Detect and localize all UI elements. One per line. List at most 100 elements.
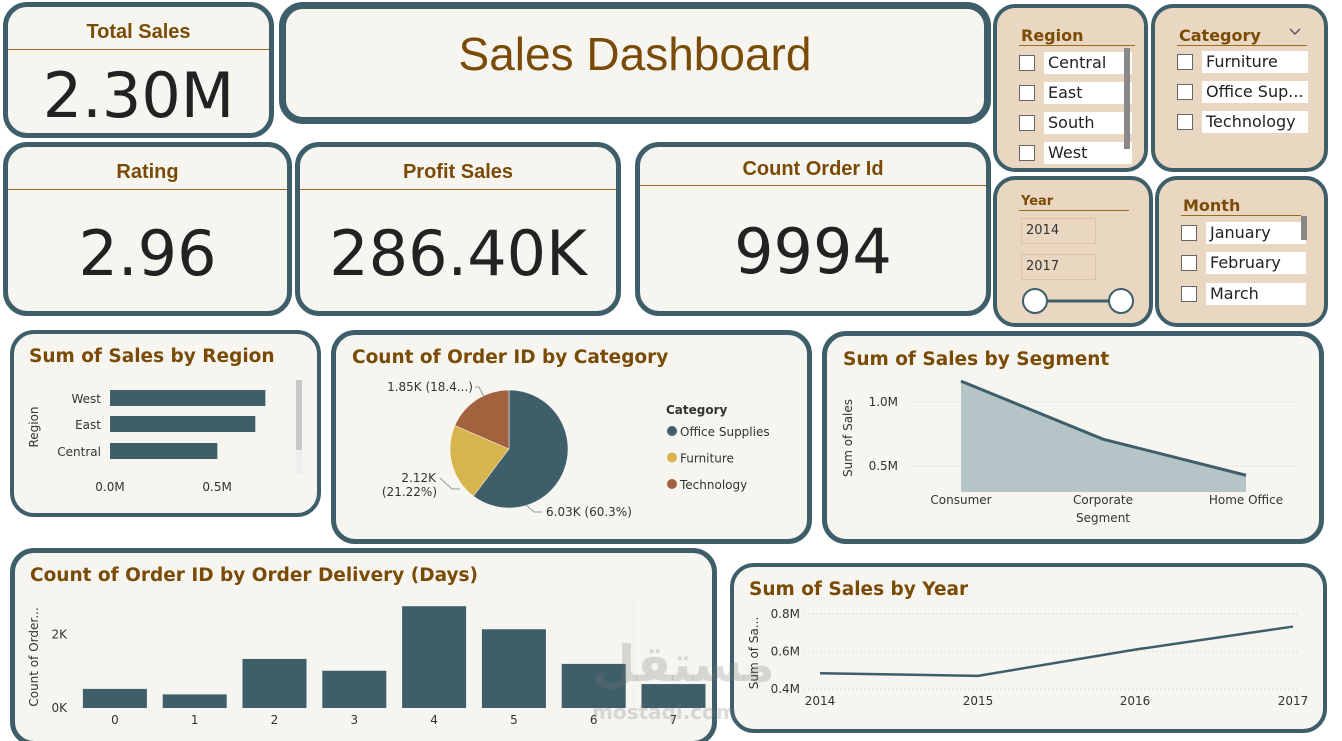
checkbox[interactable]	[1177, 84, 1193, 100]
x-tick-label: Consumer	[930, 493, 991, 507]
category-item-furniture[interactable]: Furniture	[1177, 51, 1308, 73]
y-tick-label: Central	[57, 445, 101, 459]
y-axis-title: Sum of Sa...	[747, 617, 761, 690]
category-item-office-supplies[interactable]: Office Sup...	[1177, 81, 1308, 103]
slider-handle-end	[1108, 288, 1134, 314]
x-tick-label: 6	[590, 713, 598, 727]
orders-by-delivery-title: Count of Order ID by Order Delivery (Day…	[30, 565, 479, 586]
sales-by-year-chart: 0.4M 0.6M 0.8M 2014 2015 2016 2017 Sum of Sa...	[747, 607, 1309, 708]
x-axis-title: Segment	[1076, 511, 1130, 525]
bar	[242, 658, 307, 708]
month-item-february[interactable]: February	[1181, 252, 1306, 274]
bar	[82, 688, 147, 708]
checkbox[interactable]	[1181, 225, 1197, 241]
y-axis-title: Count of Order...	[27, 607, 41, 706]
year-slicer-title: Year	[1021, 194, 1054, 209]
x-tick-label: 2015	[963, 694, 994, 708]
orders-by-category-chart: 6.03K (60.3%) 2.12K(21.22%) 1.85K (18.4...…	[382, 380, 770, 519]
checkbox[interactable]	[1019, 55, 1035, 71]
checkbox[interactable]	[1019, 115, 1035, 131]
chevron-down-icon[interactable]	[1289, 28, 1301, 36]
month-item-january[interactable]: January	[1181, 222, 1306, 244]
series-line	[819, 625, 1294, 678]
legend-marker	[667, 452, 677, 463]
sales-by-region-chart: Region West East Central 0.0M 0.5M	[27, 380, 302, 494]
bar	[322, 670, 387, 708]
category-slicer-title: Category	[1179, 26, 1261, 45]
y-tick-label: 0.8M	[771, 607, 800, 621]
y-tick-label: 0K	[51, 701, 68, 715]
total-sales-title: Total Sales	[86, 21, 191, 43]
region-item-south[interactable]: South	[1019, 112, 1132, 134]
kpi-divider	[8, 189, 287, 190]
scroll-thumb	[296, 380, 302, 450]
y-tick-label: East	[75, 418, 101, 432]
data-label: 1.85K (18.4...)	[387, 380, 473, 394]
data-label: 6.03K (60.3%)	[546, 505, 632, 519]
checkbox[interactable]	[1019, 145, 1035, 161]
region-item-central[interactable]: Central	[1019, 52, 1132, 74]
legend-title: Category	[666, 403, 728, 417]
bar	[110, 416, 256, 432]
sales-by-year-title: Sum of Sales by Year	[749, 579, 969, 600]
orders-by-category-title: Count of Order ID by Category	[352, 347, 669, 368]
slicer-underline	[1181, 215, 1301, 216]
leader-line	[525, 504, 542, 513]
category-item-technology[interactable]: Technology	[1177, 111, 1308, 133]
count-order-title: Count Order Id	[742, 158, 884, 180]
orders-by-category-card: Count of Order ID by Category 6.03K (60.…	[331, 330, 812, 544]
sales-by-region-title: Sum of Sales by Region	[29, 346, 275, 367]
checkbox[interactable]	[1181, 255, 1197, 271]
y-tick-label: 0.6M	[771, 645, 800, 659]
dashboard-title-card: Sales Dashboard	[279, 2, 991, 124]
legend-label: Office Supplies	[680, 425, 770, 439]
rating-value: 2.96	[78, 217, 217, 290]
x-tick-label: 2	[271, 713, 279, 727]
y-tick-label: West	[71, 392, 101, 406]
slider-handle-start	[1022, 288, 1048, 314]
profit-sales-value: 286.40K	[329, 217, 587, 290]
region-item-west[interactable]: West	[1019, 142, 1132, 164]
region-slicer-title: Region	[1021, 26, 1084, 45]
legend-label: Technology	[679, 478, 747, 492]
year-to-input[interactable]: 2017	[1021, 254, 1096, 280]
pie-slice	[473, 389, 569, 509]
x-tick-label: 3	[350, 713, 358, 727]
checkbox[interactable]	[1177, 114, 1193, 130]
kpi-divider	[300, 189, 616, 190]
checkbox[interactable]	[1177, 54, 1193, 70]
y-tick-label: 1.0M	[869, 395, 898, 409]
sales-by-segment-card: Sum of Sales by Segment 0.5M 1.0M Consumer…	[822, 331, 1324, 544]
watermark-arabic: مستقل	[592, 635, 775, 693]
x-tick-label: 0.0M	[95, 480, 124, 494]
x-tick-label: 5	[510, 713, 518, 727]
watermark-latin: mostaql.com	[592, 700, 737, 724]
month-scrollbar[interactable]	[1301, 216, 1307, 240]
year-range-slider[interactable]	[1019, 284, 1139, 318]
month-slicer-title: Month	[1183, 196, 1241, 215]
x-tick-label: 2017	[1278, 694, 1309, 708]
checkbox[interactable]	[1181, 286, 1197, 302]
x-tick-label: 2014	[805, 694, 836, 708]
x-tick-label: 0.5M	[202, 480, 231, 494]
x-tick-label: 2016	[1120, 694, 1151, 708]
data-label: (21.22%)	[382, 485, 437, 499]
profit-sales-card: Profit Sales 286.40K	[295, 142, 621, 316]
region-item-east[interactable]: East	[1019, 82, 1132, 104]
y-tick-label: 0.4M	[771, 682, 800, 696]
y-axis-title: Region	[27, 406, 41, 447]
slicer-underline	[1019, 45, 1135, 46]
y-axis-title: Sum of Sales	[841, 399, 855, 477]
pie-slice	[449, 425, 510, 497]
month-item-march[interactable]: March	[1181, 283, 1306, 305]
count-order-card: Count Order Id 9994	[635, 142, 991, 316]
bar	[561, 663, 626, 708]
total-sales-value: 2.30M	[42, 59, 235, 132]
bar	[110, 443, 218, 459]
x-tick-label: 4	[430, 713, 438, 727]
region-scrollbar[interactable]	[1124, 48, 1130, 149]
legend-label: Furniture	[680, 452, 734, 466]
x-tick-label: 0	[111, 713, 119, 727]
checkbox[interactable]	[1019, 85, 1035, 101]
year-from-input[interactable]: 2014	[1021, 218, 1096, 244]
